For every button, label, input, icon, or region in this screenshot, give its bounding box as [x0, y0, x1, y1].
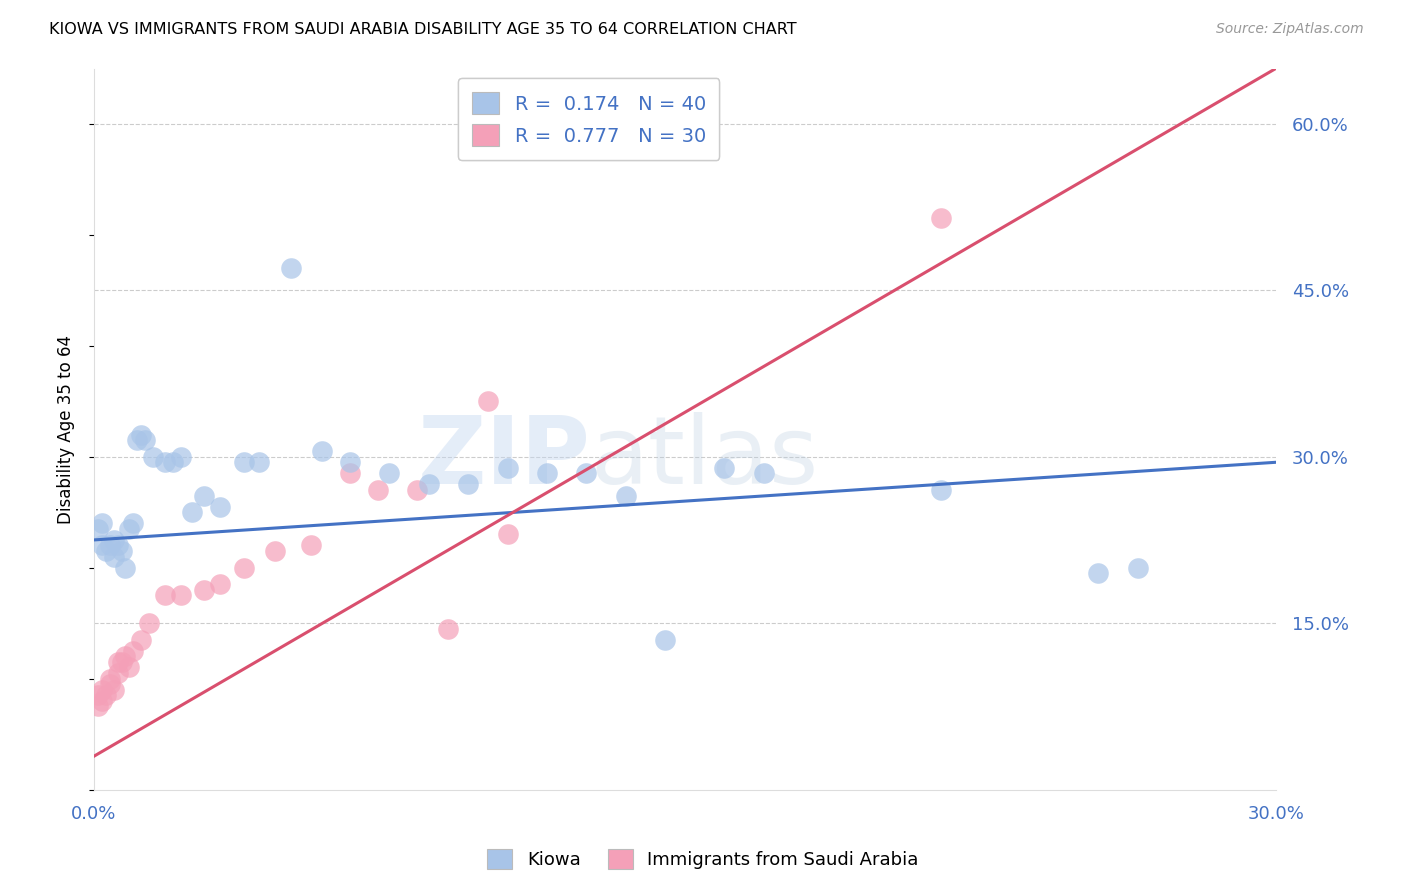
Point — [107, 539, 129, 553]
Point — [477, 394, 499, 409]
Point — [122, 644, 145, 658]
Point — [406, 483, 429, 497]
Point — [713, 460, 735, 475]
Point — [98, 677, 121, 691]
Point — [87, 522, 110, 536]
Point — [142, 450, 165, 464]
Point — [114, 649, 136, 664]
Point — [264, 544, 287, 558]
Point — [575, 467, 598, 481]
Point — [752, 467, 775, 481]
Point — [129, 427, 152, 442]
Point — [114, 560, 136, 574]
Point — [193, 582, 215, 597]
Point — [299, 539, 322, 553]
Point — [94, 544, 117, 558]
Point — [367, 483, 389, 497]
Point — [110, 544, 132, 558]
Point — [1087, 566, 1109, 581]
Point — [103, 533, 125, 547]
Point — [103, 682, 125, 697]
Point — [496, 527, 519, 541]
Point — [87, 699, 110, 714]
Point — [339, 467, 361, 481]
Point — [169, 450, 191, 464]
Point — [193, 489, 215, 503]
Point — [614, 489, 637, 503]
Text: atlas: atlas — [591, 412, 818, 504]
Point — [90, 516, 112, 531]
Point — [94, 688, 117, 702]
Point — [122, 516, 145, 531]
Point — [127, 433, 149, 447]
Point — [232, 455, 254, 469]
Point — [129, 632, 152, 647]
Legend: Kiowa, Immigrants from Saudi Arabia: Kiowa, Immigrants from Saudi Arabia — [478, 839, 928, 879]
Point — [110, 655, 132, 669]
Point — [87, 688, 110, 702]
Point — [107, 655, 129, 669]
Point — [162, 455, 184, 469]
Text: KIOWA VS IMMIGRANTS FROM SAUDI ARABIA DISABILITY AGE 35 TO 64 CORRELATION CHART: KIOWA VS IMMIGRANTS FROM SAUDI ARABIA DI… — [49, 22, 797, 37]
Point — [929, 211, 952, 226]
Point — [107, 666, 129, 681]
Point — [138, 616, 160, 631]
Point — [457, 477, 479, 491]
Point — [339, 455, 361, 469]
Point — [118, 660, 141, 674]
Point — [181, 505, 204, 519]
Point — [169, 588, 191, 602]
Point — [90, 682, 112, 697]
Text: Source: ZipAtlas.com: Source: ZipAtlas.com — [1216, 22, 1364, 37]
Point — [378, 467, 401, 481]
Point — [208, 577, 231, 591]
Point — [311, 444, 333, 458]
Point — [118, 522, 141, 536]
Point — [134, 433, 156, 447]
Point — [90, 539, 112, 553]
Point — [929, 483, 952, 497]
Point — [103, 549, 125, 564]
Point — [418, 477, 440, 491]
Text: ZIP: ZIP — [418, 412, 591, 504]
Legend: R =  0.174   N = 40, R =  0.777   N = 30: R = 0.174 N = 40, R = 0.777 N = 30 — [458, 78, 720, 160]
Point — [153, 588, 176, 602]
Point — [208, 500, 231, 514]
Point — [496, 460, 519, 475]
Point — [153, 455, 176, 469]
Point — [232, 560, 254, 574]
Point — [98, 539, 121, 553]
Point — [90, 694, 112, 708]
Point — [98, 672, 121, 686]
Point — [1126, 560, 1149, 574]
Point — [536, 467, 558, 481]
Point — [437, 622, 460, 636]
Point — [247, 455, 270, 469]
Point — [654, 632, 676, 647]
Y-axis label: Disability Age 35 to 64: Disability Age 35 to 64 — [58, 334, 75, 524]
Point — [280, 261, 302, 276]
